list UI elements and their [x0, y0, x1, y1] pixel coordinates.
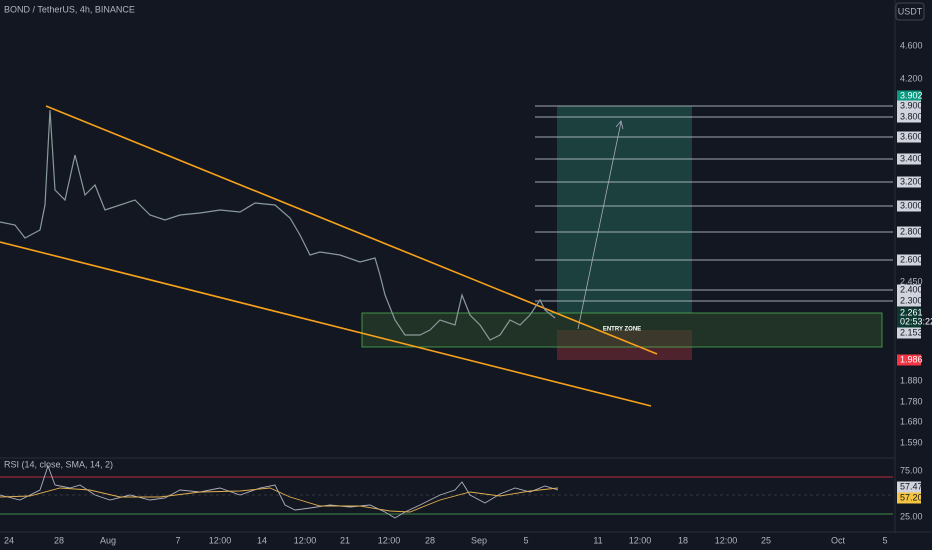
price-label: 2.400: [900, 284, 923, 294]
lower-trendline: [0, 241, 652, 407]
price-label: 1.780: [900, 396, 923, 406]
rsi-label: 57.47: [900, 481, 923, 491]
price-label-box: [897, 307, 921, 319]
price-label: 02:53:22: [900, 316, 932, 326]
price-label-box: [897, 316, 921, 328]
price-label-box: [897, 200, 921, 212]
arrow-head: [615, 120, 624, 130]
time-label: 21: [340, 535, 350, 545]
time-label: 12:00: [715, 535, 738, 545]
entry-zone-label: ENTRY ZONE: [603, 327, 641, 333]
time-label: 25: [761, 535, 771, 545]
price-label: 3.600: [900, 131, 923, 141]
price-label: 3.400: [900, 153, 923, 163]
price-label-box: [897, 254, 921, 266]
time-label: 24: [4, 535, 14, 545]
currency-button[interactable]: [895, 2, 925, 21]
level-lines: [535, 105, 893, 302]
price-label-box: [897, 354, 921, 366]
rsi-label-box: [897, 492, 921, 504]
time-label: 14: [257, 535, 267, 545]
price-label-box: [897, 176, 921, 188]
symbol-title: BOND / TetherUS, 4h, BINANCE: [4, 4, 135, 14]
upper-trendline: [45, 105, 658, 355]
price-label-box: [897, 111, 921, 123]
price-label: 3.900: [900, 100, 923, 110]
rsi-title: RSI (14, close, SMA, 14, 2): [4, 459, 113, 469]
time-label: 5: [882, 535, 887, 545]
time-label: Aug: [100, 535, 116, 545]
price-label: 2.300: [900, 295, 923, 305]
time-label: Sep: [471, 535, 487, 545]
price-label: 2.153: [900, 327, 923, 337]
price-label-box: [897, 295, 921, 307]
price-label: 2.800: [900, 226, 923, 236]
target-zone: [557, 106, 692, 313]
price-label-box: [897, 131, 921, 143]
price-label: 1.590: [900, 437, 923, 447]
price-line: [0, 109, 556, 341]
rsi-label: 25.00: [900, 511, 923, 521]
time-label: Oct: [831, 535, 846, 545]
projection-arrow: [577, 121, 622, 330]
price-label-box: [897, 226, 921, 238]
rsi-label: 57.20: [900, 492, 923, 502]
time-label: 5: [523, 535, 528, 545]
price-label: 1.880: [900, 375, 923, 385]
time-label: 12:00: [209, 535, 232, 545]
price-label: 1.986: [900, 354, 923, 364]
rsi-label-box: [897, 481, 921, 493]
time-label: 12:00: [378, 535, 401, 545]
price-label: 3.200: [900, 176, 923, 186]
price-label: 2.450: [900, 276, 923, 286]
rsi-line: [0, 464, 559, 519]
price-label: 3.800: [900, 111, 923, 121]
price-label-box: [897, 100, 921, 112]
time-label: 12:00: [294, 535, 317, 545]
price-label-box: [897, 284, 921, 296]
price-label-box: [897, 153, 921, 165]
price-label: 4.200: [900, 73, 923, 83]
rsi-sma: [0, 487, 559, 513]
price-label: 3.902: [900, 90, 923, 100]
price-label-box: [897, 90, 921, 102]
entry-zone: [361, 312, 883, 348]
time-label: 7: [175, 535, 180, 545]
price-label: 3.000: [900, 200, 923, 210]
time-label: 11: [593, 535, 602, 545]
price-label: 2.600: [900, 254, 923, 264]
price-label-box: [897, 327, 921, 339]
time-label: 28: [54, 535, 64, 545]
price-label: 1.680: [900, 416, 923, 426]
rsi-label: 75.00: [900, 465, 923, 475]
time-axis: 24 28 Aug 7 12:00 14 12:00 21 12:00 28 Sep 5 11 12:00…: [4, 535, 888, 545]
time-label: 18: [678, 535, 688, 545]
price-label: 4.600: [900, 40, 923, 50]
time-label: 12:00: [629, 535, 652, 545]
time-label: 28: [425, 535, 435, 545]
currency-label[interactable]: USDT: [898, 6, 923, 16]
price-label: 2.261: [900, 307, 923, 317]
